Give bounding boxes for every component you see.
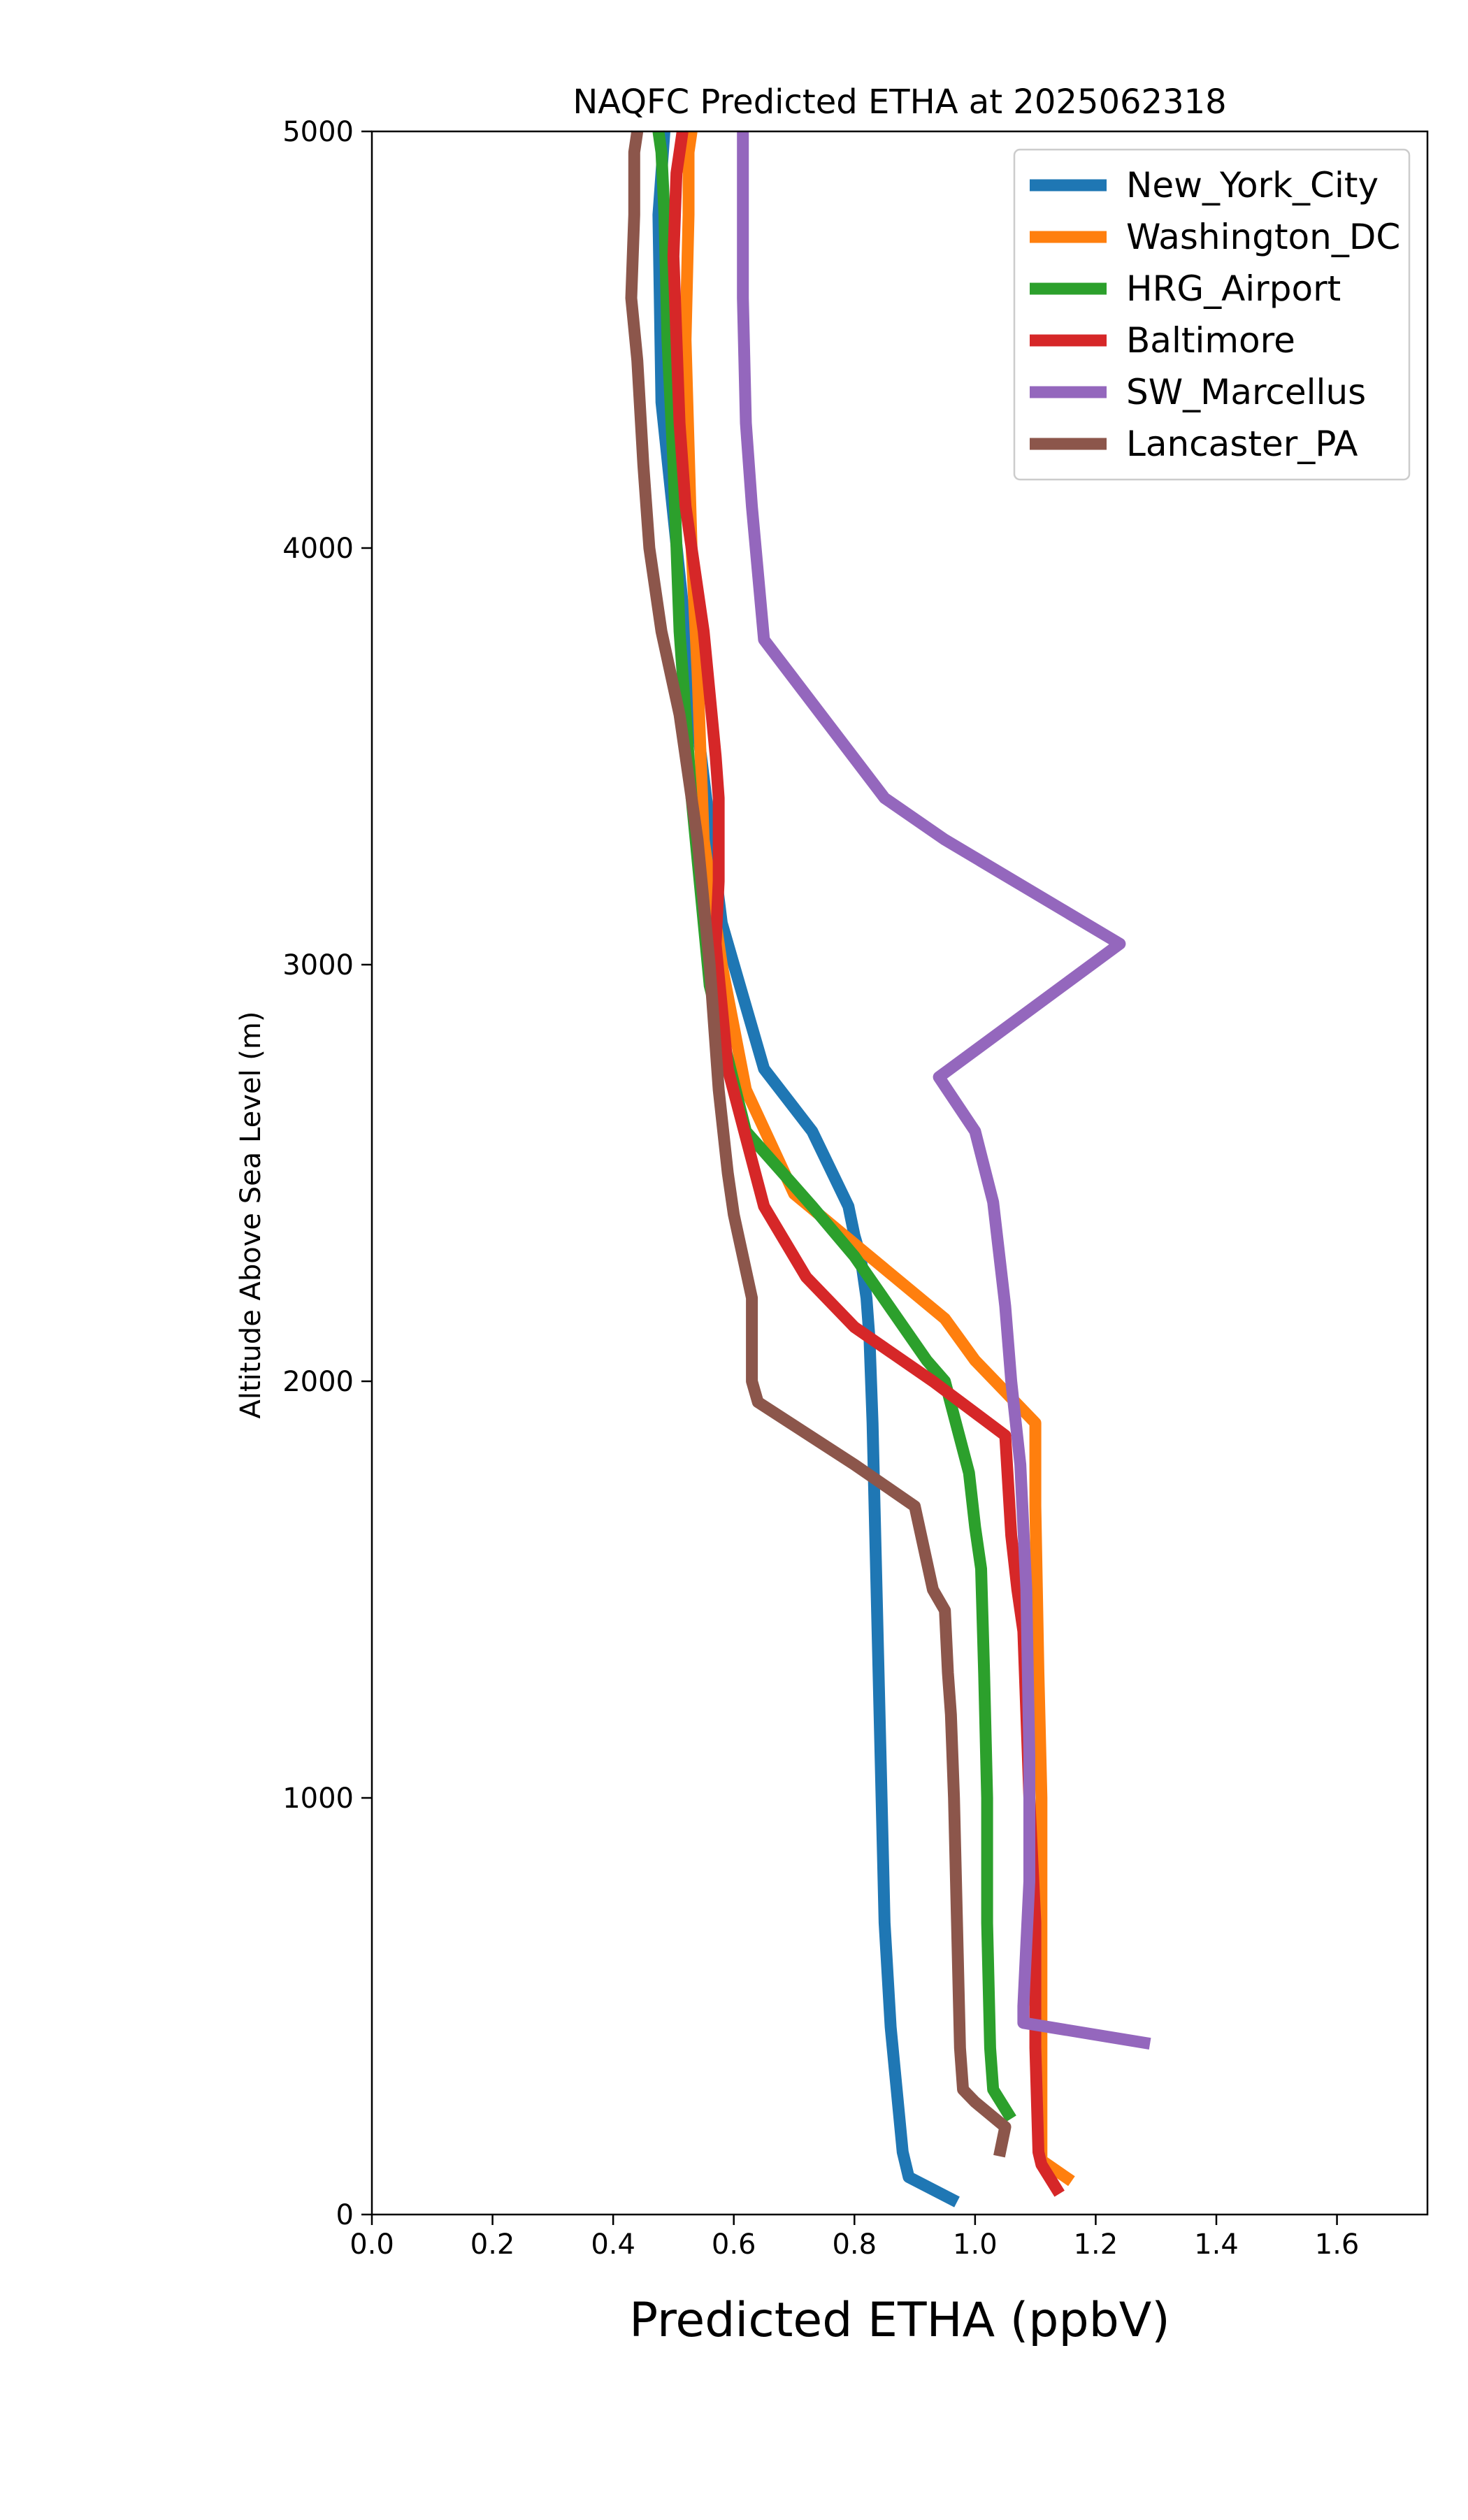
series-line-sw-marcellus	[737, 131, 1151, 2050]
y-tick-label: 3000	[282, 949, 354, 981]
x-tick-label: 1.4	[1194, 2229, 1239, 2261]
series-line-lancaster-pa	[625, 130, 1012, 2158]
chart-title: NAQFC Predicted ETHA at 2025062318	[573, 82, 1226, 122]
y-axis-label: Altitude Above Sea Level (m)	[235, 1011, 267, 1419]
x-tick-label: 0.6	[712, 2229, 756, 2261]
legend: New_York_City Washington_DC HRG_Airport Bal…	[1013, 148, 1411, 481]
y-tick-label: 0	[336, 2199, 354, 2231]
series-line-hrg-airport	[652, 130, 1016, 2122]
x-tick-label: 1.0	[953, 2229, 998, 2261]
series-lines	[625, 130, 1151, 2208]
legend-label: Washington_DC	[1126, 217, 1400, 257]
x-tick-label: 0.2	[470, 2229, 515, 2261]
x-axis-label: Predicted ETHA (ppbV)	[629, 2293, 1170, 2348]
legend-label: Lancaster_PA	[1126, 424, 1358, 464]
x-tick-label: 0.0	[350, 2229, 394, 2261]
y-tick-label: 4000	[282, 533, 354, 565]
y-axis-ticks: 0 1000 2000 3000 4000 5000	[282, 116, 372, 2231]
y-tick-label: 2000	[282, 1366, 354, 1398]
x-tick-label: 1.2	[1074, 2229, 1118, 2261]
y-tick-label: 1000	[282, 1783, 354, 1815]
x-tick-label: 0.4	[591, 2229, 635, 2261]
y-tick-label: 5000	[282, 116, 354, 148]
x-tick-label: 1.6	[1315, 2229, 1360, 2261]
legend-label: SW_Marcellus	[1126, 372, 1366, 412]
series-line-washington-dc	[679, 130, 1075, 2187]
legend-label: Baltimore	[1126, 320, 1295, 361]
axes-frame	[370, 130, 1429, 2216]
legend-box	[1013, 148, 1411, 481]
x-tick-label: 0.8	[832, 2229, 877, 2261]
legend-label: HRG_Airport	[1126, 268, 1341, 309]
legend-label: New_York_City	[1126, 165, 1379, 206]
x-axis-ticks: 0.0 0.2 0.4 0.6 0.8 1.0 1.2 1.4 1.6	[350, 2215, 1359, 2261]
